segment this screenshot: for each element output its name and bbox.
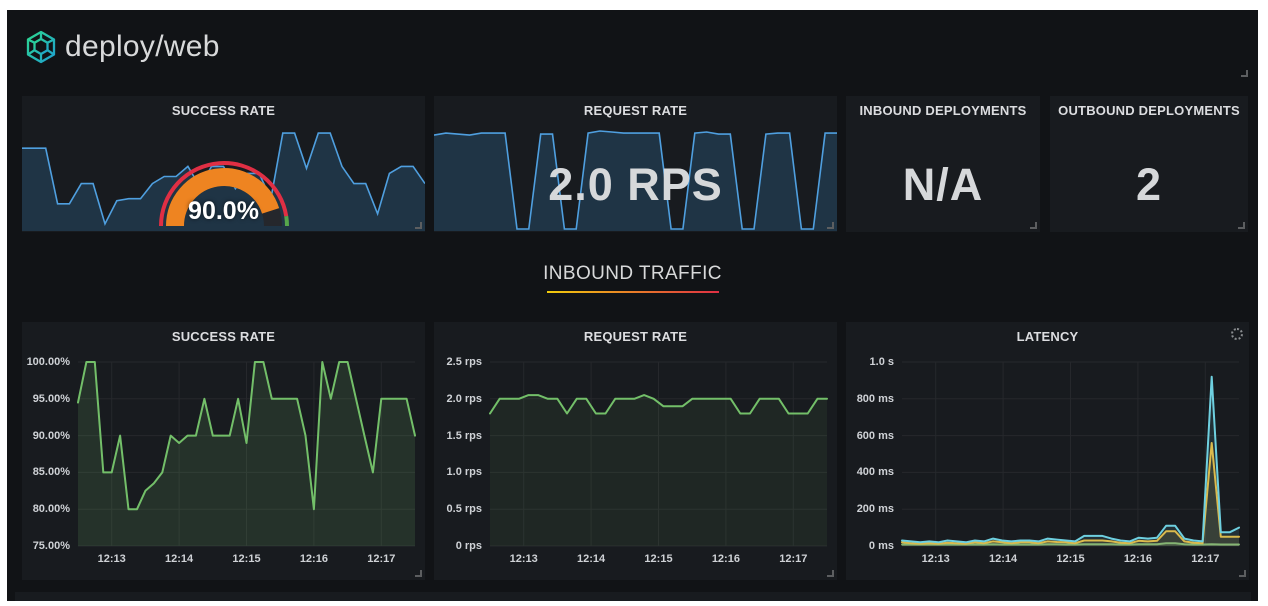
y-axis-tick: 95.00% xyxy=(32,392,70,405)
panel-success-rate-stat: SUCCESS RATE 90.0% xyxy=(22,96,425,232)
x-axis-tick: 12:16 xyxy=(1123,553,1152,565)
linkerd-logo-icon xyxy=(23,29,59,65)
grafana-dashboard: deploy/web SUCCESS RATE 90.0% REQUEST RA… xyxy=(7,10,1258,601)
panel-title[interactable]: LATENCY xyxy=(1016,329,1079,344)
chart-canvas xyxy=(901,361,1240,547)
panel-resize-handle[interactable] xyxy=(1238,222,1245,229)
x-axis-tick: 12:13 xyxy=(509,553,538,565)
y-axis-tick: 90.00% xyxy=(32,429,70,442)
request-rate-value: 2.0 RPS xyxy=(548,159,723,210)
y-axis-tick: 1.0 s xyxy=(869,356,894,368)
y-axis-tick: 800 ms xyxy=(856,392,894,405)
x-axis-tick: 12:13 xyxy=(97,553,126,565)
x-axis-tick: 12:16 xyxy=(711,553,740,565)
chart-canvas xyxy=(77,361,416,547)
panel-resize-handle[interactable] xyxy=(827,570,834,577)
x-axis-tick: 12:17 xyxy=(367,553,396,565)
x-axis-tick: 12:17 xyxy=(779,553,808,565)
panel-title[interactable]: SUCCESS RATE xyxy=(171,329,276,344)
gauge-canvas xyxy=(158,161,289,227)
outbound-deployments-value: 2 xyxy=(1135,159,1163,210)
y-axis-tick: 2.5 rps xyxy=(446,356,482,368)
panel-resize-handle[interactable] xyxy=(415,222,422,229)
success-rate-chart[interactable]: 12:13 12:14 12:15 12:16 12:17 100.00% 95.00% 90… xyxy=(22,352,425,580)
x-axis-tick: 12:13 xyxy=(921,553,950,565)
y-axis-tick: 85.00% xyxy=(32,466,70,479)
panel-resize-handle[interactable] xyxy=(1239,570,1246,577)
y-axis-tick: 1.5 rps xyxy=(446,429,482,442)
header-panel: deploy/web xyxy=(15,14,1251,80)
y-axis-tick: 0 ms xyxy=(868,540,894,552)
panel-title[interactable]: SUCCESS RATE xyxy=(171,103,276,118)
row-header-underline xyxy=(546,291,719,293)
request-rate-sparkline xyxy=(434,126,837,231)
x-axis-tick: 12:15 xyxy=(232,553,261,565)
success-rate-gauge: 90.0% xyxy=(149,148,299,232)
panel-title[interactable]: REQUEST RATE xyxy=(583,103,688,118)
panel-request-rate-stat: REQUEST RATE 2.0 RPS xyxy=(434,96,837,232)
panel-latency-graph: LATENCY 12:13 12:14 12:15 12:16 12:17 1.0 s 80… xyxy=(846,322,1249,580)
request-rate-chart[interactable]: 12:13 12:14 12:15 12:16 12:17 2.5 rps 2.0 rps 1… xyxy=(434,352,837,580)
y-axis-tick: 0 rps xyxy=(455,540,482,552)
y-axis-tick: 75.00% xyxy=(32,540,70,552)
y-axis-tick: 1.0 rps xyxy=(446,466,482,479)
panel-resize-handle[interactable] xyxy=(1241,70,1248,77)
panel-request-rate-graph: REQUEST RATE 12:13 12:14 12:15 12:16 12:17 2.… xyxy=(434,322,837,580)
loading-spinner-icon xyxy=(1231,328,1243,340)
x-axis-tick: 12:15 xyxy=(1056,553,1085,565)
panel-resize-handle[interactable] xyxy=(415,570,422,577)
panel-title[interactable]: OUTBOUND DEPLOYMENTS xyxy=(1058,103,1240,118)
panel-title[interactable]: INBOUND DEPLOYMENTS xyxy=(859,103,1027,118)
panel-success-rate-graph: SUCCESS RATE 12:13 12:14 12:15 12:16 12:17 10… xyxy=(22,322,425,580)
x-axis-tick: 12:15 xyxy=(644,553,673,565)
y-axis-tick: 2.0 rps xyxy=(446,392,482,405)
y-axis-tick: 200 ms xyxy=(856,503,894,516)
x-axis-tick: 12:16 xyxy=(299,553,328,565)
x-axis-tick: 12:14 xyxy=(989,553,1018,565)
panel-resize-handle[interactable] xyxy=(1030,222,1037,229)
chart-canvas xyxy=(489,361,828,547)
inbound-deployments-value: N/A xyxy=(902,159,984,210)
gauge-value: 90.0% xyxy=(188,197,259,225)
row-header-label: INBOUND TRAFFIC xyxy=(543,263,722,284)
latency-chart[interactable]: 12:13 12:14 12:15 12:16 12:17 1.0 s 800 ms 600 … xyxy=(846,352,1249,580)
dashboard-title: deploy/web xyxy=(65,30,220,63)
panel-resize-handle[interactable] xyxy=(827,222,834,229)
y-axis-tick: 100.00% xyxy=(26,356,70,368)
panel-outbound-deployments: OUTBOUND DEPLOYMENTS 2 xyxy=(1050,96,1248,232)
x-axis-tick: 12:14 xyxy=(165,553,194,565)
y-axis-tick: 600 ms xyxy=(856,429,894,442)
panel-inbound-deployments: INBOUND DEPLOYMENTS N/A xyxy=(846,96,1040,232)
next-row-panel-edge xyxy=(15,592,1251,601)
row-header-inbound-traffic[interactable]: INBOUND TRAFFIC xyxy=(7,263,1258,293)
y-axis-tick: 80.00% xyxy=(32,503,70,516)
sparkline-canvas xyxy=(434,130,837,231)
x-axis-tick: 12:14 xyxy=(577,553,606,565)
x-axis-tick: 12:17 xyxy=(1191,553,1220,565)
y-axis-tick: 0.5 rps xyxy=(446,503,482,516)
panel-title[interactable]: REQUEST RATE xyxy=(583,329,688,344)
y-axis-tick: 400 ms xyxy=(856,466,894,479)
